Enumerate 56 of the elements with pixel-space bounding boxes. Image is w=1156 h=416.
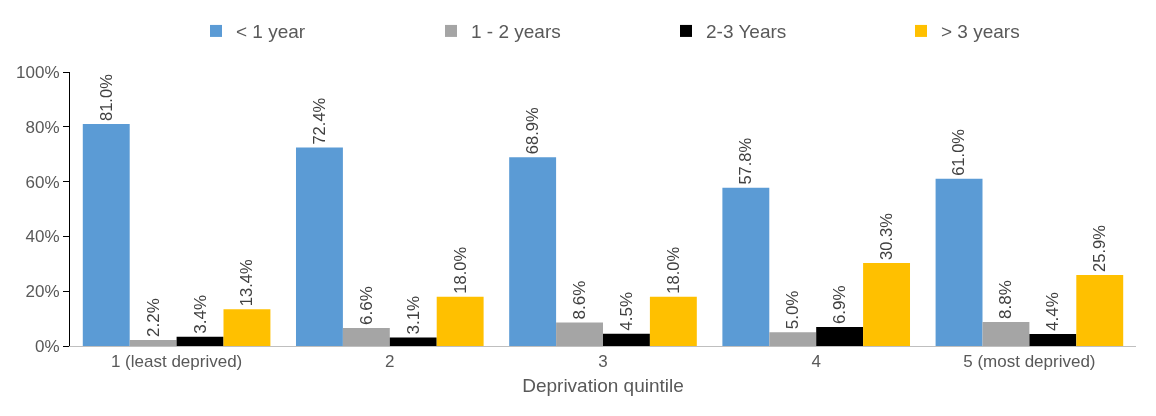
bar: [935, 178, 983, 346]
text: 72.4%: [309, 97, 329, 145]
text: 25.9%: [1090, 225, 1110, 273]
bar: [982, 321, 1030, 346]
bar: [863, 262, 911, 346]
bar: [816, 327, 864, 346]
text: 5.0%: [783, 290, 803, 330]
y-tick-label: 40%: [25, 227, 60, 247]
legend-label: 1 - 2 years: [471, 21, 561, 43]
y-tick-label: 20%: [25, 282, 60, 302]
x-tick-label: 1 (least deprived): [110, 352, 243, 372]
legend-label: 2-3 Years: [706, 21, 787, 43]
y-tick-label: 0%: [35, 336, 60, 356]
bar: [556, 322, 603, 346]
bar: [389, 337, 437, 346]
x-tick-label: 3: [598, 352, 608, 372]
x-tick-label: 4: [811, 352, 821, 372]
text: 3.4%: [190, 294, 210, 334]
bar: [176, 336, 224, 346]
text: 68.9%: [523, 107, 542, 155]
text: 61.0%: [949, 128, 969, 176]
text: 81.0%: [96, 74, 116, 122]
text: 6.6%: [356, 286, 376, 325]
text: 2.2%: [143, 298, 163, 337]
text: 8.6%: [570, 280, 590, 320]
bar: [722, 187, 770, 346]
bar: [436, 296, 484, 346]
text: 18.0%: [663, 246, 683, 294]
bar: [1029, 333, 1077, 346]
bar: [129, 339, 177, 346]
text: 6.9%: [830, 285, 850, 325]
y-tick-label: 100%: [16, 62, 60, 82]
text: 3.1%: [403, 295, 423, 335]
bar: [769, 332, 817, 346]
x-tick-label: 2: [385, 352, 395, 372]
text: 8.8%: [996, 280, 1016, 319]
bar: [649, 296, 697, 346]
text: 57.8%: [736, 137, 756, 185]
x-axis-title: Deprivation quintile: [522, 375, 684, 397]
x-tick-label: 5 (most deprived): [963, 352, 1096, 372]
bar: [223, 309, 271, 346]
legend-label: < 1 year: [236, 21, 306, 43]
y-tick-label: 80%: [25, 117, 60, 137]
y-tick-label: 60%: [25, 172, 60, 192]
bar: [1076, 275, 1124, 346]
text: 4.5%: [616, 291, 636, 331]
bar: [603, 333, 650, 346]
text: 30.3%: [876, 213, 896, 260]
text: 13.4%: [237, 259, 257, 307]
text: 4.4%: [1043, 292, 1063, 331]
bar: [509, 157, 557, 346]
bar: [342, 327, 390, 346]
bar: [295, 147, 343, 346]
legend-label: > 3 years: [941, 21, 1020, 43]
bar: [82, 124, 130, 346]
text: 18.0%: [450, 246, 470, 294]
